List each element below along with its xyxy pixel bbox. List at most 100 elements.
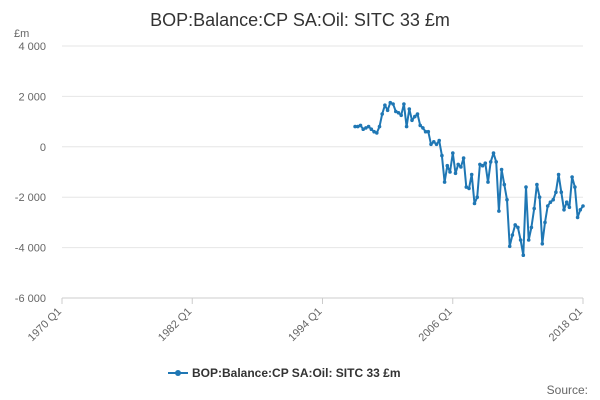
data-point[interactable] [507, 244, 512, 249]
data-point[interactable] [537, 195, 542, 199]
data-point[interactable] [459, 165, 463, 169]
data-point[interactable] [396, 111, 401, 115]
data-point[interactable] [570, 175, 574, 179]
data-point[interactable] [516, 225, 520, 230]
data-point[interactable] [518, 238, 523, 242]
data-point[interactable] [448, 170, 452, 174]
data-point[interactable] [491, 151, 496, 155]
data-point[interactable] [581, 204, 585, 208]
series-line [355, 101, 584, 257]
x-axis-ticks: 1970 Q1 1982 Q1 1994 Q1 2006 Q1 2018 Q1 [26, 298, 585, 344]
data-point[interactable] [488, 160, 493, 164]
data-point[interactable] [559, 190, 564, 194]
y-tick-label: -4 000 [15, 243, 46, 255]
data-point[interactable] [499, 167, 504, 172]
data-point[interactable] [407, 107, 412, 111]
data-point[interactable] [456, 162, 461, 167]
data-point[interactable] [432, 140, 436, 144]
data-point[interactable] [394, 109, 398, 114]
data-point[interactable] [372, 129, 376, 134]
data-point[interactable] [469, 172, 474, 177]
data-point[interactable] [404, 124, 409, 129]
data-point[interactable] [418, 123, 423, 128]
data-point[interactable] [472, 201, 477, 206]
data-point[interactable] [353, 124, 357, 129]
source-label[interactable]: Source: [547, 383, 588, 397]
data-point[interactable] [375, 131, 379, 135]
legend[interactable]: BOP:Balance:CP SA:Oil: SITC 33 £m [168, 366, 401, 380]
data-point[interactable] [543, 220, 547, 225]
data-point[interactable] [524, 185, 528, 189]
data-point[interactable] [478, 162, 482, 167]
data-point[interactable] [437, 138, 442, 143]
data-point[interactable] [480, 163, 485, 168]
data-point[interactable] [369, 127, 374, 131]
data-point[interactable] [573, 185, 577, 189]
data-point[interactable] [486, 180, 490, 184]
data-point[interactable] [421, 126, 425, 130]
data-point[interactable] [505, 197, 509, 202]
y-tick-label: 4 000 [18, 41, 46, 53]
x-tick-label: 1982 Q1 [156, 306, 194, 344]
data-point[interactable] [361, 127, 366, 131]
data-point[interactable] [464, 185, 469, 189]
data-point[interactable] [497, 209, 501, 213]
data-point[interactable] [410, 118, 414, 123]
data-point[interactable] [578, 208, 583, 212]
data-point[interactable] [358, 123, 363, 128]
data-point[interactable] [426, 129, 431, 134]
data-point[interactable] [451, 151, 455, 155]
data-point[interactable] [380, 112, 385, 116]
data-point[interactable] [415, 112, 420, 116]
data-point[interactable] [399, 113, 404, 118]
data-point[interactable] [564, 200, 569, 204]
data-point[interactable] [529, 225, 534, 230]
data-point[interactable] [366, 124, 371, 129]
data-point[interactable] [502, 182, 507, 187]
data-point[interactable] [440, 153, 444, 158]
y-tick-label: -6 000 [15, 293, 46, 305]
data-point[interactable] [429, 142, 433, 147]
data-point[interactable] [513, 223, 517, 227]
data-point[interactable] [556, 172, 561, 177]
x-tick-label: 1970 Q1 [26, 306, 64, 344]
data-point[interactable] [535, 182, 539, 187]
data-point[interactable] [545, 204, 550, 208]
x-tick-label: 2006 Q1 [417, 306, 455, 344]
series-group [353, 100, 585, 257]
data-point[interactable] [364, 126, 368, 130]
data-point[interactable] [475, 195, 480, 199]
data-point[interactable] [442, 180, 447, 184]
data-point[interactable] [554, 190, 558, 194]
data-point[interactable] [423, 129, 428, 134]
data-point[interactable] [532, 206, 536, 211]
data-point[interactable] [467, 186, 471, 191]
data-point[interactable] [562, 208, 566, 212]
data-point[interactable] [483, 161, 488, 165]
data-point[interactable] [548, 200, 553, 204]
data-point[interactable] [521, 253, 526, 257]
y-tick-label: 0 [40, 142, 46, 154]
data-point[interactable] [388, 100, 393, 105]
data-point[interactable] [377, 124, 382, 129]
y-tick-label: 2 000 [18, 91, 46, 103]
data-point[interactable] [383, 103, 387, 107]
data-point[interactable] [540, 242, 545, 246]
data-point[interactable] [385, 108, 390, 113]
data-point[interactable] [461, 156, 466, 160]
data-point[interactable] [391, 102, 395, 106]
data-point[interactable] [510, 233, 515, 237]
data-point[interactable] [356, 124, 360, 129]
x-tick-label: 2018 Q1 [547, 306, 585, 344]
data-point[interactable] [551, 197, 555, 202]
data-point[interactable] [494, 160, 499, 164]
data-point[interactable] [413, 114, 417, 119]
data-point[interactable] [445, 163, 450, 168]
data-point[interactable] [434, 142, 439, 147]
data-point[interactable] [402, 102, 406, 106]
data-point[interactable] [567, 205, 572, 210]
data-point[interactable] [453, 171, 458, 176]
data-point[interactable] [526, 238, 531, 242]
data-point[interactable] [575, 215, 580, 220]
